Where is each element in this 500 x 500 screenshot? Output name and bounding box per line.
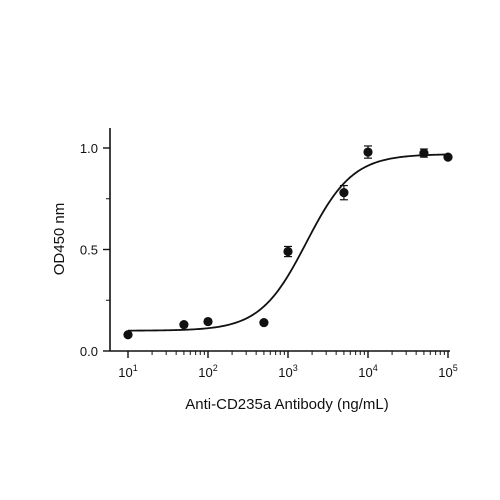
y-ticks: 0.0 0.5 1.0 bbox=[80, 141, 110, 359]
y-axis-title: OD450 nm bbox=[51, 203, 68, 276]
y-tick-label: 1.0 bbox=[80, 141, 98, 156]
y-tick-label: 0.5 bbox=[80, 243, 98, 258]
x-axis-title: Anti-CD235a Antibody (ng/mL) bbox=[185, 396, 388, 413]
data-point bbox=[283, 246, 293, 257]
y-tick-label: 0.0 bbox=[80, 344, 98, 359]
data-point bbox=[259, 317, 269, 328]
x-tick-label: 103 bbox=[278, 363, 297, 380]
x-tick-label: 104 bbox=[358, 363, 377, 380]
x-tick-label: 105 bbox=[438, 363, 457, 380]
x-ticks: 101 102 103 104 105 bbox=[118, 351, 458, 380]
data-point bbox=[363, 147, 373, 157]
data-point bbox=[419, 148, 429, 158]
data-point bbox=[339, 188, 349, 198]
data-points bbox=[123, 145, 453, 340]
data-point bbox=[179, 320, 189, 330]
x-tick-label: 102 bbox=[198, 363, 217, 380]
fit-curve bbox=[127, 153, 449, 332]
data-point bbox=[123, 330, 133, 340]
axes bbox=[109, 128, 450, 352]
x-tick-label: 101 bbox=[118, 363, 137, 380]
data-point bbox=[203, 316, 213, 327]
data-point bbox=[443, 152, 453, 162]
